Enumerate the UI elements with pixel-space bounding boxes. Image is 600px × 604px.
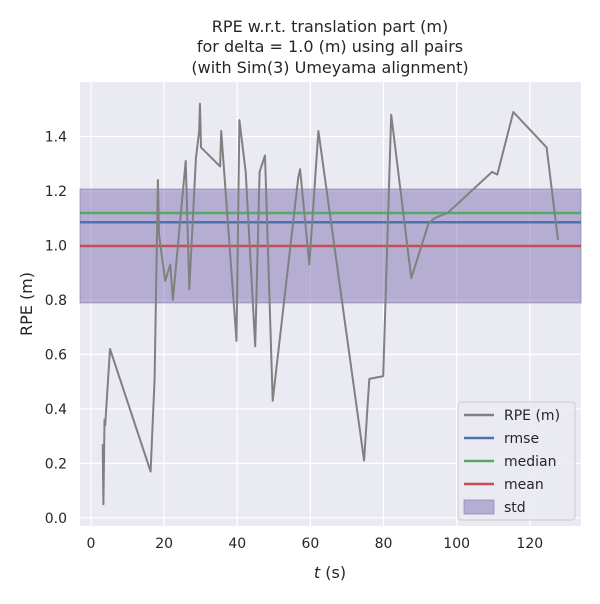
y-tick-label-0: 0.0 bbox=[45, 511, 67, 527]
y-tick-label-7: 1.4 bbox=[45, 129, 67, 145]
y-tick-label-1: 0.2 bbox=[45, 456, 67, 472]
x-axis-label-unit: (s) bbox=[320, 563, 346, 582]
legend: RPE (m) rmse median mean std bbox=[457, 401, 576, 521]
chart-title-line-3: (with Sim(3) Umeyama alignment) bbox=[191, 58, 468, 77]
x-tick-label-3: 60 bbox=[301, 536, 319, 552]
legend-label-4: std bbox=[504, 500, 526, 516]
series-layer bbox=[101, 102, 559, 506]
chart-title-line-2: for delta = 1.0 (m) using all pairs bbox=[197, 37, 463, 56]
x-tick-labels: 0 20 40 60 80 100 120 bbox=[87, 536, 544, 552]
y-tick-labels: 0.0 0.2 0.4 0.6 0.8 1.0 1.2 1.4 bbox=[45, 129, 67, 526]
series-line-rpe bbox=[101, 102, 559, 506]
y-tick-label-3: 0.6 bbox=[45, 347, 67, 363]
x-tick-label-6: 120 bbox=[516, 536, 543, 552]
legend-label-2: median bbox=[504, 454, 556, 470]
chart-title-line-1: RPE w.r.t. translation part (m) bbox=[212, 17, 448, 36]
x-tick-label-0: 0 bbox=[87, 536, 96, 552]
legend-box bbox=[457, 401, 576, 521]
y-tick-label-2: 0.4 bbox=[45, 402, 67, 418]
x-tick-label-2: 40 bbox=[228, 536, 246, 552]
legend-swatch-4 bbox=[463, 499, 495, 515]
y-tick-label-5: 1.0 bbox=[45, 238, 67, 254]
y-tick-label-4: 0.8 bbox=[45, 293, 67, 309]
legend-label-3: mean bbox=[504, 477, 544, 493]
x-tick-label-5: 100 bbox=[443, 536, 470, 552]
legend-label-1: rmse bbox=[504, 431, 539, 447]
x-tick-label-1: 20 bbox=[155, 536, 173, 552]
x-axis-label-italic: t bbox=[314, 563, 321, 582]
y-axis-label: RPE (m) bbox=[17, 272, 36, 336]
x-tick-label-4: 80 bbox=[375, 536, 393, 552]
y-tick-label-6: 1.2 bbox=[45, 184, 67, 200]
x-axis-label: t (s) bbox=[314, 563, 346, 582]
legend-label-0: RPE (m) bbox=[504, 408, 560, 424]
